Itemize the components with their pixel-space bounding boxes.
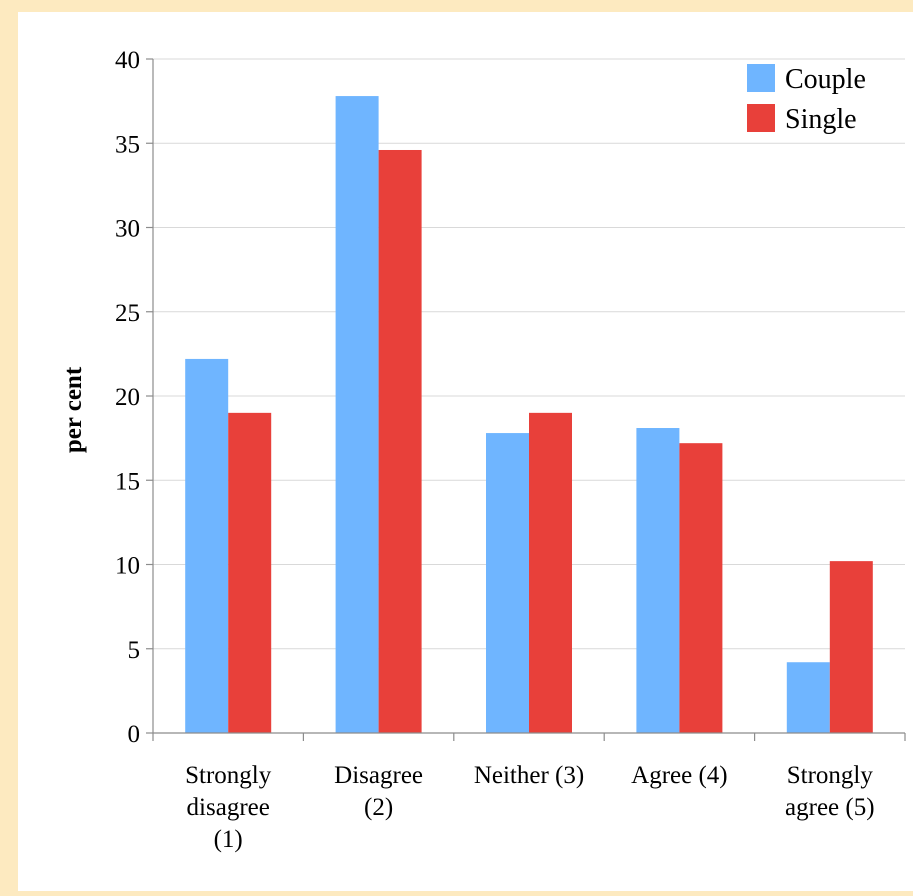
y-tick-label: 0 bbox=[128, 721, 141, 748]
bar-couple bbox=[786, 662, 830, 733]
y-tick-label: 35 bbox=[115, 131, 140, 158]
y-tick-label: 30 bbox=[115, 216, 140, 243]
bar-couple bbox=[185, 358, 229, 733]
x-tick-label: Strongly disagree (1) bbox=[185, 762, 272, 853]
bar-single bbox=[829, 561, 873, 733]
x-tick-label: Neither (3) bbox=[474, 762, 584, 789]
bar-couple bbox=[335, 96, 379, 733]
y-tick-label: 15 bbox=[115, 468, 140, 495]
y-tick-label: 5 bbox=[128, 637, 141, 664]
legend-swatch-single bbox=[747, 104, 775, 132]
y-tick-label: 10 bbox=[115, 553, 140, 580]
y-tick-label: 25 bbox=[115, 300, 140, 327]
y-tick-label: 20 bbox=[115, 384, 140, 411]
x-tick-label-line: disagree bbox=[187, 794, 270, 821]
bar-single bbox=[529, 412, 572, 733]
bar-couple bbox=[486, 433, 529, 733]
bar-chart: 0 5 10 15 20 25 30 35 40 Strongly disagree (1) Disa… bbox=[60, 47, 906, 853]
x-tick-label: Agree (4) bbox=[631, 762, 727, 789]
x-tick-label-line: Disagree bbox=[334, 762, 423, 789]
x-tick-label-line: Strongly bbox=[185, 762, 272, 789]
x-tick-label-line: Agree (4) bbox=[631, 762, 727, 789]
bars bbox=[185, 96, 873, 734]
axes bbox=[146, 58, 906, 741]
y-axis-label: per cent bbox=[60, 366, 87, 453]
x-tick-label-line: Neither (3) bbox=[474, 762, 584, 789]
legend: Couple Single bbox=[747, 64, 866, 135]
x-tick-label: Disagree (2) bbox=[334, 762, 423, 821]
bar-single bbox=[228, 412, 272, 733]
legend-swatch-couple bbox=[747, 64, 775, 92]
x-tick-label-line: Strongly bbox=[787, 762, 874, 789]
x-tick-label: Strongly agree (5) bbox=[785, 762, 875, 821]
bar-single bbox=[679, 443, 723, 733]
legend-label-single: Single bbox=[785, 104, 857, 135]
chart-panel: 0 5 10 15 20 25 30 35 40 Strongly disagree (1) Disa… bbox=[18, 12, 913, 891]
x-tick-labels: Strongly disagree (1) Disagree (2) Neither (3… bbox=[185, 762, 874, 853]
x-tick-label-line: (2) bbox=[364, 794, 393, 821]
bar-couple bbox=[636, 428, 680, 733]
y-tick-labels: 0 5 10 15 20 25 30 35 40 bbox=[115, 47, 140, 748]
bar-single bbox=[378, 149, 422, 734]
x-tick-label-line: (1) bbox=[214, 826, 243, 853]
y-tick-label: 40 bbox=[115, 47, 140, 74]
legend-label-couple: Couple bbox=[785, 64, 866, 95]
x-tick-label-line: agree (5) bbox=[785, 794, 875, 821]
